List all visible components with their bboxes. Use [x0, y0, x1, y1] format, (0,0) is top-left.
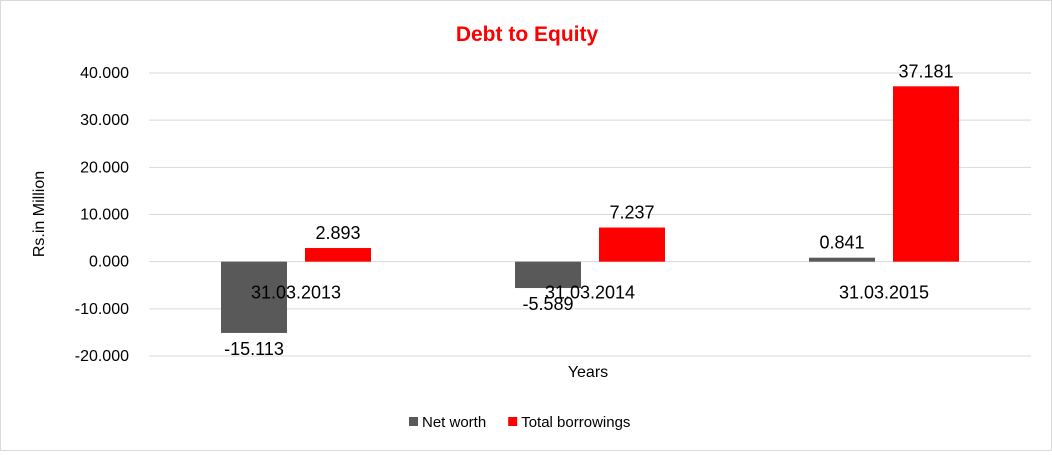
- chart-title: Debt to Equity: [456, 23, 599, 46]
- y-tick-label: 40.000: [80, 65, 129, 82]
- category-label: 31.03.2015: [839, 283, 929, 303]
- legend: Net worth Total borrowings: [409, 414, 630, 431]
- legend-label: Net worth: [422, 414, 486, 431]
- bar: [221, 261, 287, 333]
- bar: [599, 227, 665, 262]
- bar-value-label: -15.113: [224, 339, 284, 359]
- y-tick-label: 0.000: [89, 254, 129, 271]
- legend-label: Total borrowings: [521, 414, 630, 431]
- y-axis-ticks: 40.000 30.000 20.000 10.000 0.000 -10.000 -20.…: [75, 65, 129, 365]
- bar-value-label: 37.181: [898, 61, 953, 81]
- gridlines: [149, 72, 1031, 357]
- bar-value-label: -5.589: [522, 294, 573, 314]
- bar: [305, 248, 371, 262]
- bar-value-label: 2.893: [315, 223, 360, 243]
- y-tick-label: -20.000: [75, 348, 129, 365]
- y-tick-label: 20.000: [80, 159, 129, 176]
- x-axis-label: Years: [568, 364, 608, 381]
- category-label: 31.03.2013: [251, 283, 341, 303]
- bar: [809, 257, 875, 262]
- legend-swatch: [508, 417, 518, 426]
- category-label: 31.03.2014: [545, 283, 635, 303]
- y-tick-label: 30.000: [80, 112, 129, 129]
- bar: [515, 261, 581, 289]
- bar-value-labels: -15.113 2.893 -5.589 7.237 0.841 37.181: [224, 61, 953, 359]
- bar-value-label: 0.841: [819, 233, 864, 253]
- legend-swatch: [409, 417, 418, 426]
- bars: [221, 86, 959, 333]
- y-tick-label: -10.000: [75, 301, 129, 318]
- category-labels: 31.03.2013 31.03.2014 31.03.2015: [251, 283, 929, 303]
- y-axis-label: Rs.in Million: [31, 171, 48, 257]
- bar: [893, 86, 959, 262]
- bar-value-label: 7.237: [609, 203, 654, 223]
- y-tick-label: 10.000: [80, 207, 129, 224]
